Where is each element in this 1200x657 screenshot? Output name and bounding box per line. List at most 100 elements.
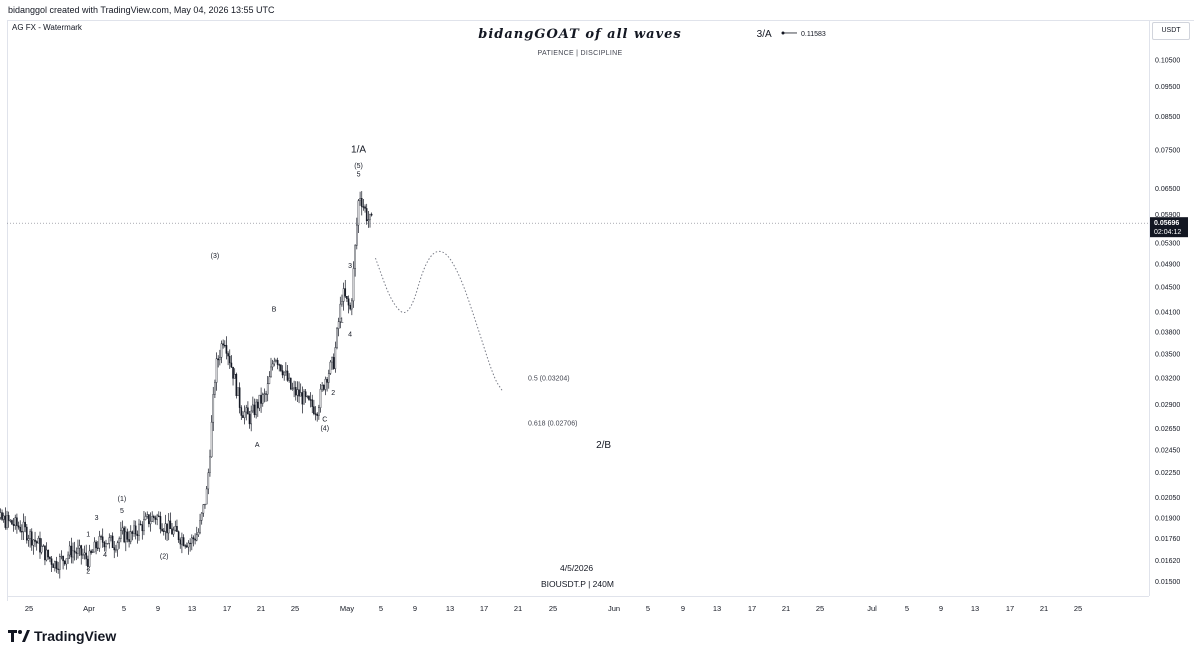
candle-body xyxy=(303,391,305,405)
candle-body xyxy=(169,520,172,529)
candle-body xyxy=(14,517,17,526)
candle-body xyxy=(370,213,373,216)
candle-body xyxy=(192,537,195,540)
candle-body xyxy=(301,392,304,405)
candle-body xyxy=(210,421,213,458)
candle-body xyxy=(73,550,76,553)
candle-body xyxy=(139,523,142,526)
candle-body xyxy=(314,413,317,415)
candle-body xyxy=(50,558,53,565)
candle-body xyxy=(24,521,26,528)
candle-body xyxy=(294,387,297,396)
candle-body xyxy=(263,393,266,395)
candle-body xyxy=(316,413,319,416)
candle-body xyxy=(0,512,2,518)
candle-body xyxy=(331,357,333,363)
chart-frame xyxy=(7,20,1194,601)
candle-body xyxy=(35,541,38,544)
candle-body xyxy=(100,536,102,538)
candle-body xyxy=(247,407,249,415)
candle-body xyxy=(129,531,132,542)
candle-body xyxy=(37,537,40,544)
candle-body xyxy=(309,399,312,401)
time-tick-label: 17 xyxy=(1006,604,1014,613)
time-tick-label: 25 xyxy=(291,604,299,613)
time-tick-label: Jun xyxy=(608,604,620,613)
currency-button[interactable]: USDT xyxy=(1152,22,1190,40)
candle-body xyxy=(324,378,327,390)
candle-body xyxy=(45,549,48,561)
price-tick-label: 0.04900 xyxy=(1155,262,1180,269)
price-tick-label: 0.01760 xyxy=(1155,536,1180,543)
candle-body xyxy=(250,410,253,425)
candle-body xyxy=(252,404,254,412)
tradingview-logo[interactable]: TradingView xyxy=(8,628,116,644)
time-tick-label: 17 xyxy=(223,604,231,613)
candle-body xyxy=(159,516,162,530)
time-tick-label: 13 xyxy=(188,604,196,613)
wave-label: 2/B xyxy=(596,440,611,451)
candle-body xyxy=(356,224,358,246)
candle-body xyxy=(65,558,68,565)
candle-body xyxy=(243,411,246,418)
candle-body xyxy=(235,374,238,396)
wave-label: 1 xyxy=(340,318,344,325)
price-tick-label: 0.02900 xyxy=(1155,402,1180,409)
price-tick-label: 0.02250 xyxy=(1155,470,1180,477)
wave-label: 2 xyxy=(331,390,335,397)
candle-body xyxy=(222,343,224,346)
candle-body xyxy=(258,394,261,409)
candle-body xyxy=(85,552,87,560)
candle-body xyxy=(280,364,282,371)
price-tick-label: 0.06500 xyxy=(1155,186,1180,193)
candle-body xyxy=(105,543,107,548)
candle-body xyxy=(131,531,134,534)
candle-body xyxy=(146,514,149,517)
time-tick-label: 9 xyxy=(156,604,160,613)
indicator-label[interactable]: AG FX - Watermark xyxy=(12,23,82,32)
candle-body xyxy=(21,531,23,533)
candle-body xyxy=(365,208,368,222)
candle-body xyxy=(2,515,5,520)
candle-body xyxy=(42,545,45,547)
candle-body xyxy=(80,545,83,556)
candle-body xyxy=(214,382,216,395)
candle-body xyxy=(16,517,18,526)
candle-body xyxy=(187,542,190,548)
candle-body xyxy=(60,555,63,558)
candle-body xyxy=(276,360,279,365)
price-tick-label: 0.04500 xyxy=(1155,284,1180,291)
candle-body xyxy=(108,537,111,544)
candle-body xyxy=(230,362,233,368)
candle-body xyxy=(44,545,46,561)
candle-body xyxy=(70,545,73,558)
time-tick-label: 21 xyxy=(514,604,522,613)
candle-body xyxy=(176,526,178,532)
time-ticks: 25 Apr 5 9 13 17 21 25 May 5 9 13 17 21 25 Jun 5 9 13 17 21 2… xyxy=(25,604,1082,613)
time-tick-label: 21 xyxy=(257,604,265,613)
price-tick-label: 0.02450 xyxy=(1155,447,1180,454)
time-tick-label: 9 xyxy=(681,604,685,613)
candle-body xyxy=(1,512,3,520)
price-axis[interactable] xyxy=(1149,20,1194,596)
candle-body xyxy=(96,547,99,549)
target-price-label: 0.11583 xyxy=(801,31,826,38)
candle-body xyxy=(63,560,66,565)
candle-body xyxy=(78,545,81,549)
candle-body xyxy=(261,394,264,404)
candle-body xyxy=(266,383,269,395)
time-tick-label: 9 xyxy=(413,604,417,613)
candle-body xyxy=(200,512,203,521)
current-price-line: 0.05696 02:04:12 xyxy=(7,217,1188,238)
candle-body xyxy=(217,358,220,361)
candle-body xyxy=(67,554,69,559)
candle-body xyxy=(144,516,147,520)
candle-body xyxy=(182,537,185,546)
time-axis[interactable] xyxy=(7,596,1149,619)
candle-body xyxy=(126,531,129,540)
time-tick-label: 21 xyxy=(1040,604,1048,613)
candle-body xyxy=(332,357,335,369)
candles xyxy=(0,191,373,579)
price-tick-label: 0.05900 xyxy=(1155,212,1180,219)
